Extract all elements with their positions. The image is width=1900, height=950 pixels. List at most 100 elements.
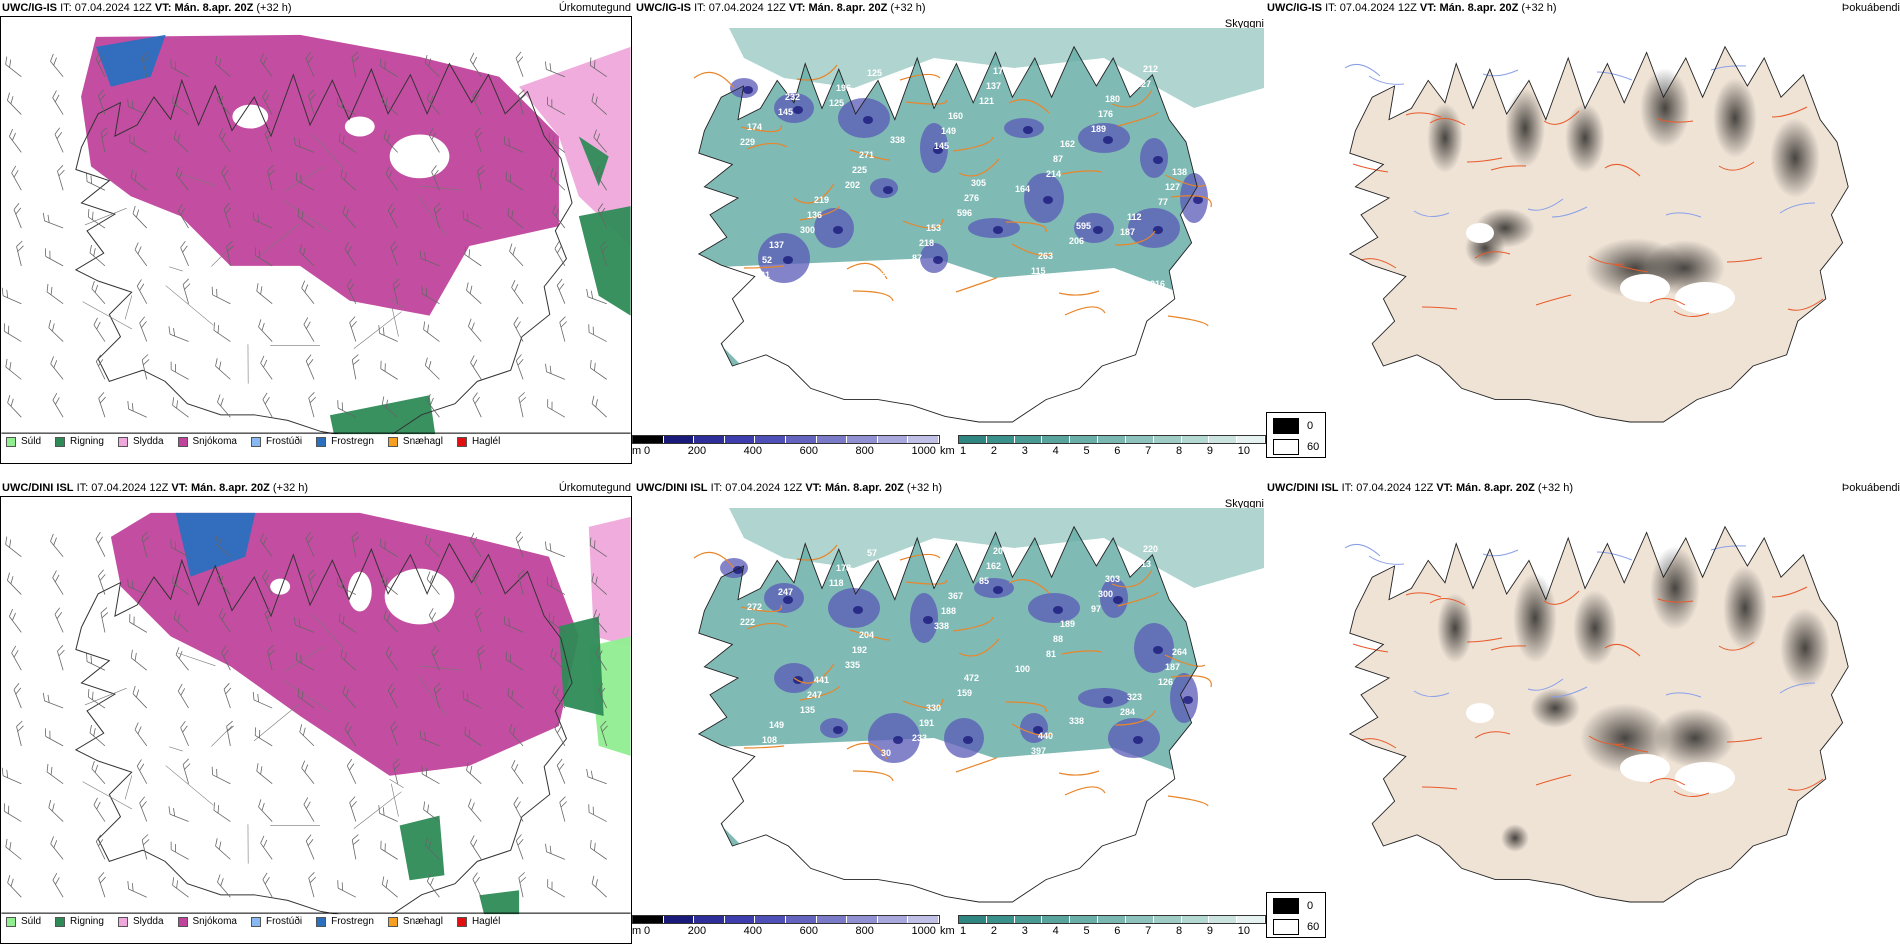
colorbar-step — [663, 916, 695, 923]
ceiling-value-label: 153 — [926, 223, 941, 233]
visibility-map: 160 118 338 100 284 179 178 188 81 323 108 57 367 88 1… — [634, 508, 1264, 913]
colorbar-tick: 1000 — [911, 925, 936, 937]
ceiling-value-label: 137 — [769, 240, 784, 250]
ceiling-value-label: 300 — [1098, 589, 1113, 599]
legend-label: Haglél — [471, 436, 501, 447]
colorbar-tick: 5 — [1083, 925, 1090, 937]
ceiling-value-label: 125 — [829, 98, 844, 108]
panel-type-label: Þokuábendi — [1841, 482, 1900, 494]
ceiling-value-label: 472 — [964, 673, 979, 683]
panel-title: UWC/DINI ISL IT: 07.04.2024 12Z VT: Mán.… — [2, 482, 309, 494]
ceiling-value-label: 454 — [1024, 281, 1039, 291]
legend-label: Súld — [21, 436, 42, 447]
visibility-colorbar — [958, 435, 1266, 444]
ceiling-value-label: 218 — [919, 238, 934, 248]
colorbar-step — [1237, 916, 1265, 923]
colorbar-step — [1181, 436, 1210, 443]
ceiling-value-label: 264 — [1172, 647, 1187, 657]
colorbar-step — [755, 436, 786, 443]
colorbar-step — [1237, 436, 1265, 443]
ceiling-value-label: 222 — [740, 617, 755, 627]
legend-label: Súld — [21, 916, 42, 927]
colorbar-tick: 200 — [687, 445, 707, 457]
fog-panel-row1: UWC/IG-IS IT: 07.04.2024 12Z VT: Mán. 8.… — [1265, 0, 1900, 470]
ceiling-value-label: 180 — [1105, 94, 1120, 104]
ceiling-value-label: 219 — [814, 195, 829, 205]
ceiling-value-label: 441 — [814, 675, 829, 685]
ceiling-value-label: 87 — [1053, 154, 1063, 164]
colorbar-step — [694, 436, 725, 443]
legend-label: Snæhagl — [402, 916, 443, 927]
ceiling-unit: m — [632, 445, 642, 457]
colorbar-tick: 3 — [1021, 925, 1028, 937]
ceiling-value-label: 145 — [778, 107, 793, 117]
fog-key-item: 60 — [1273, 439, 1319, 455]
colorbar-tick: 6 — [1114, 925, 1121, 937]
legend-item: Frostregn — [316, 916, 374, 927]
colorbar-step — [1125, 916, 1154, 923]
ceiling-value-label: 338 — [934, 621, 949, 631]
ceiling-value-label: 136 — [807, 210, 822, 220]
colorbar-step — [1042, 436, 1071, 443]
colorbar-step — [1042, 916, 1071, 923]
precip-map — [0, 16, 632, 464]
visibility-unit: km — [940, 925, 955, 937]
ceiling-value-label: 191 — [919, 718, 934, 728]
colorbar-step — [816, 916, 848, 923]
colorbar-step — [785, 436, 817, 443]
colorbar-tick: 6 — [1114, 445, 1121, 457]
colorbar-tick: 10 — [1237, 445, 1250, 457]
colorbar-step — [1098, 916, 1126, 923]
ceiling-value-label: 266 — [1024, 761, 1039, 771]
ceiling-value-label: 227 — [1136, 79, 1151, 89]
ceiling-value-label: 137 — [986, 81, 1001, 91]
legend-label: Frostregn — [331, 436, 374, 447]
colorbar-tick: 200 — [687, 925, 707, 937]
colorbar-step — [755, 916, 786, 923]
colorbar-step — [724, 916, 756, 923]
ceiling-value-label: 100 — [1015, 664, 1030, 674]
ceiling-value-label: 162 — [1060, 139, 1075, 149]
legend-swatch — [387, 916, 398, 927]
ceiling-value-label: 162 — [986, 561, 1001, 571]
ceiling-value-label: 149 — [941, 126, 956, 136]
precip-panel-row1: UWC/IG-IS IT: 07.04.2024 12Z VT: Mán. 8.… — [0, 0, 635, 470]
colorbar-step — [663, 436, 695, 443]
legend-label: Frostúði — [265, 916, 303, 927]
panel-title: UWC/IG-IS IT: 07.04.2024 12Z VT: Mán. 8.… — [1267, 2, 1557, 14]
colorbar-tick: 1 — [960, 925, 967, 937]
colorbar-tick: 7 — [1145, 445, 1152, 457]
ceiling-value-label: 216 — [1203, 632, 1218, 642]
ceiling-value-label: 160 — [948, 111, 963, 121]
legend-label: Frostregn — [331, 916, 374, 927]
fog-key-swatch — [1273, 439, 1299, 455]
legend-item: Rigning — [55, 436, 104, 447]
colorbar-step — [1098, 436, 1126, 443]
ceiling-value-label: 134 — [874, 763, 889, 773]
fog-key-row2: 0 60 — [1266, 892, 1326, 938]
colorbar-tick: 400 — [743, 445, 762, 457]
ceiling-value-label: 397 — [1031, 746, 1046, 756]
legend-swatch — [250, 436, 261, 447]
ceiling-value-label: 272 — [747, 602, 762, 612]
ceiling-value-label: 176 — [993, 66, 1008, 76]
ceiling-value-label: 220 — [1143, 544, 1158, 554]
legend-item: Snæhagl — [387, 916, 443, 927]
legend-swatch — [6, 916, 16, 927]
ceiling-value-label: 232 — [785, 92, 800, 102]
fog-key-label: 0 — [1307, 900, 1314, 912]
ceiling-value-label: 225 — [852, 165, 867, 175]
colorbar-tick: 1000 — [911, 445, 936, 457]
visibility-unit: km — [940, 445, 955, 457]
legend-label: Slydda — [132, 436, 164, 447]
ceiling-value-label: 135 — [800, 705, 815, 715]
precip-map — [0, 496, 632, 944]
legend-swatch — [456, 916, 467, 927]
panel-title: UWC/IG-IS IT: 07.04.2024 12Z VT: Mán. 8.… — [2, 2, 292, 14]
legend-swatch — [387, 436, 398, 447]
colorbar-tick: 9 — [1206, 445, 1213, 457]
legend-item: Snjókoma — [177, 916, 237, 927]
legend-label: Snæhagl — [402, 436, 443, 447]
ceiling-value-label: 174 — [747, 122, 762, 132]
ceiling-value-label: 87 — [912, 253, 922, 263]
